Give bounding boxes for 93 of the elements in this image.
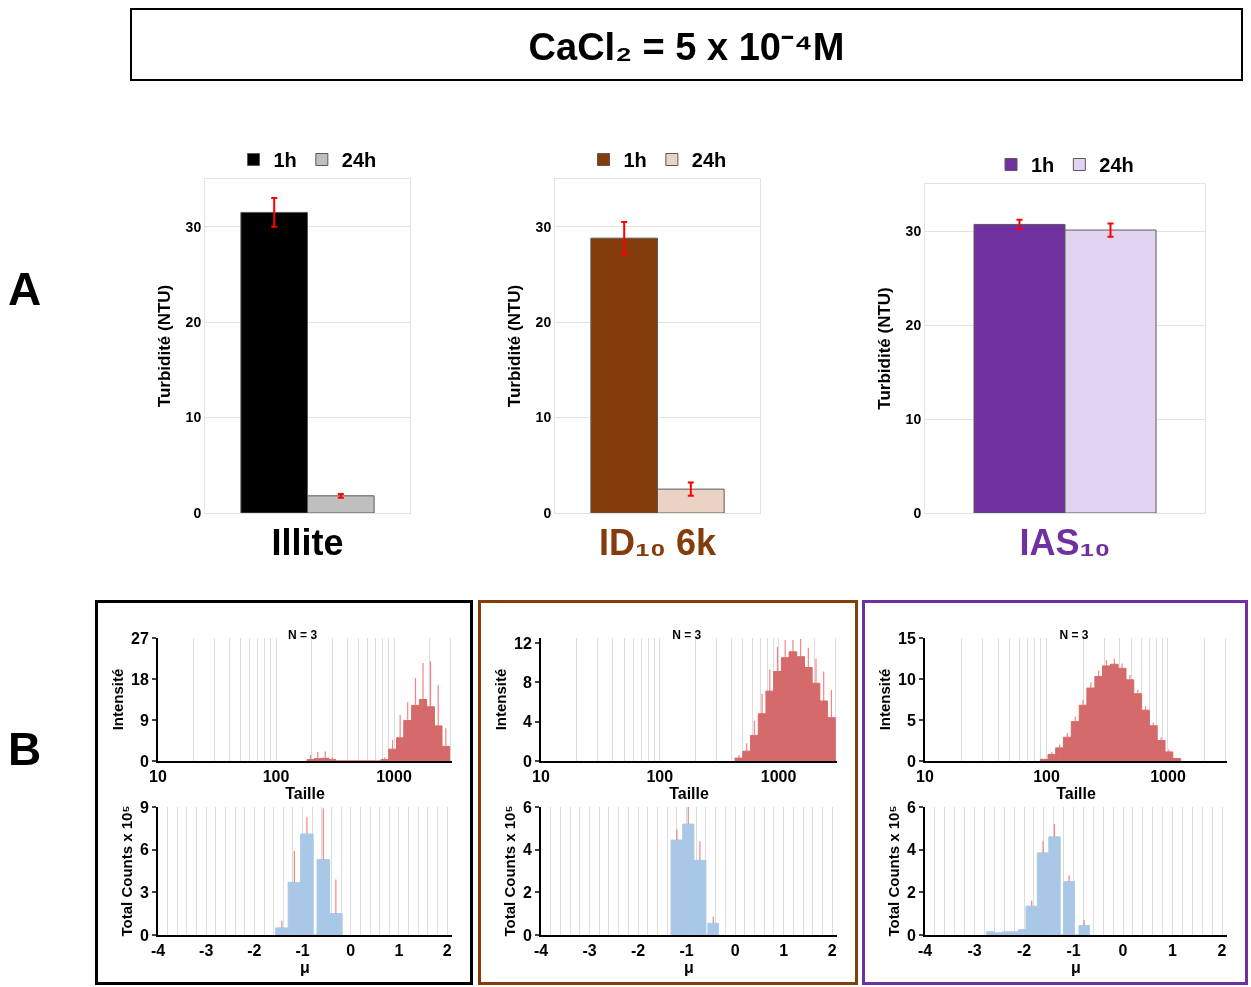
y-tick-label: 0 xyxy=(522,926,532,944)
legend-label: 24h xyxy=(691,149,727,172)
y-tick-label: 2 xyxy=(522,883,532,901)
y-tick-label: 2 xyxy=(906,883,916,901)
x-tick-label: 0 xyxy=(346,942,356,960)
chart-title: N = 3 xyxy=(1059,627,1089,642)
x-tick-label: 1000 xyxy=(376,768,412,786)
legend-label: 24h xyxy=(341,149,377,172)
legend-label: 1h xyxy=(273,149,297,172)
y-tick-label: 8 xyxy=(522,673,532,691)
text: A xyxy=(8,262,42,316)
y-tick-label: 6 xyxy=(139,841,149,859)
y-tick-label: 3 xyxy=(139,883,149,901)
x-tick-label: 1 xyxy=(779,942,789,960)
chart-title: N = 3 xyxy=(288,627,318,642)
x-tick-label: -2 xyxy=(630,942,646,960)
x-axis-title: Illite xyxy=(271,522,344,564)
x-tick-label: -1 xyxy=(1066,942,1081,960)
y-tick-label: 0 xyxy=(913,504,922,521)
x-tick-label: 1000 xyxy=(1150,768,1186,786)
y-tick-label: 4 xyxy=(906,841,916,859)
y-tick-label: 12 xyxy=(514,634,532,652)
y-tick-label: 5 xyxy=(906,711,916,729)
text: B xyxy=(8,722,42,776)
x-tick-label: -3 xyxy=(967,942,982,960)
y-tick-label: 20 xyxy=(185,314,202,331)
y-tick-label: 0 xyxy=(139,926,149,944)
y-tick-label: 6 xyxy=(522,798,532,816)
y-axis-title: Turbidité (NTU) xyxy=(155,284,175,408)
legend-label: 1h xyxy=(1031,154,1055,177)
legend-label: 24h xyxy=(1099,154,1134,177)
x-tick-label: 1 xyxy=(394,942,404,960)
y-tick-label: 15 xyxy=(898,629,916,647)
y-tick-label: 0 xyxy=(193,504,202,521)
x-tick-label: 0 xyxy=(730,942,740,960)
x-axis-title: μ xyxy=(684,959,694,977)
y-tick-label: 9 xyxy=(139,798,149,816)
y-tick-label: 30 xyxy=(185,218,202,235)
chart-title: N = 3 xyxy=(672,627,702,642)
x-axis-title: Taille xyxy=(285,785,325,803)
y-tick-label: 10 xyxy=(905,410,922,427)
y-tick-label: 4 xyxy=(522,841,532,859)
x-tick-label: 1000 xyxy=(760,768,797,786)
y-tick-label: 0 xyxy=(522,752,532,770)
x-axis-title: μ xyxy=(1071,959,1081,977)
x-tick-label: -4 xyxy=(150,942,166,960)
y-tick-label: 0 xyxy=(906,926,916,944)
x-axis-title: Taille xyxy=(1056,785,1096,803)
x-tick-label: 100 xyxy=(646,768,674,786)
x-tick-label: -3 xyxy=(582,942,597,960)
x-tick-label: 1 xyxy=(1168,942,1178,960)
y-tick-label: 10 xyxy=(898,670,916,688)
x-tick-label: 2 xyxy=(827,942,837,960)
x-tick-label: -4 xyxy=(917,942,933,960)
x-tick-label: -1 xyxy=(679,942,694,960)
x-tick-label: -1 xyxy=(295,942,310,960)
x-tick-label: 2 xyxy=(442,942,452,960)
y-axis-title: Total Counts x 10⁵ xyxy=(884,805,902,937)
text: CaCl₂ = 5 x 10⁻⁴M xyxy=(528,24,845,70)
y-tick-label: 27 xyxy=(131,629,149,647)
x-axis-title: μ xyxy=(300,959,310,977)
y-tick-label: 20 xyxy=(535,314,552,331)
x-tick-label: 100 xyxy=(262,768,290,786)
y-tick-label: 0 xyxy=(906,752,916,770)
x-tick-label: 100 xyxy=(1033,768,1060,786)
y-axis-title: Total Counts x 10⁵ xyxy=(500,805,518,937)
y-axis-title: Total Counts x 10⁵ xyxy=(117,805,135,937)
y-axis-title: Intensité xyxy=(491,668,509,731)
y-tick-label: 20 xyxy=(905,316,922,333)
y-tick-label: 0 xyxy=(543,504,552,521)
y-tick-label: 10 xyxy=(535,409,552,426)
legend-label: 1h xyxy=(623,149,647,172)
y-tick-label: 30 xyxy=(905,222,922,239)
y-tick-label: 4 xyxy=(522,713,532,731)
y-tick-label: 18 xyxy=(131,670,149,688)
y-axis-title: Turbidité (NTU) xyxy=(505,284,525,408)
y-tick-label: 9 xyxy=(139,711,149,729)
x-tick-label: -4 xyxy=(533,942,549,960)
y-axis-title: Intensité xyxy=(108,668,126,731)
x-axis-title: Taille xyxy=(669,785,709,803)
y-tick-label: 0 xyxy=(139,752,149,770)
x-tick-label: -3 xyxy=(199,942,214,960)
x-tick-label: 0 xyxy=(1118,942,1128,960)
x-tick-label: -2 xyxy=(1016,942,1032,960)
y-tick-label: 10 xyxy=(185,409,202,426)
y-tick-label: 6 xyxy=(906,798,916,816)
x-tick-label: 2 xyxy=(1217,942,1227,960)
x-axis-title: IAS₁₀ xyxy=(1019,522,1111,564)
x-axis-title: ID₁₀ 6k xyxy=(598,522,718,564)
x-tick-label: -2 xyxy=(247,942,262,960)
y-axis-title: Turbidité (NTU) xyxy=(875,287,895,410)
y-axis-title: Intensité xyxy=(875,668,893,731)
y-tick-label: 30 xyxy=(535,218,552,235)
